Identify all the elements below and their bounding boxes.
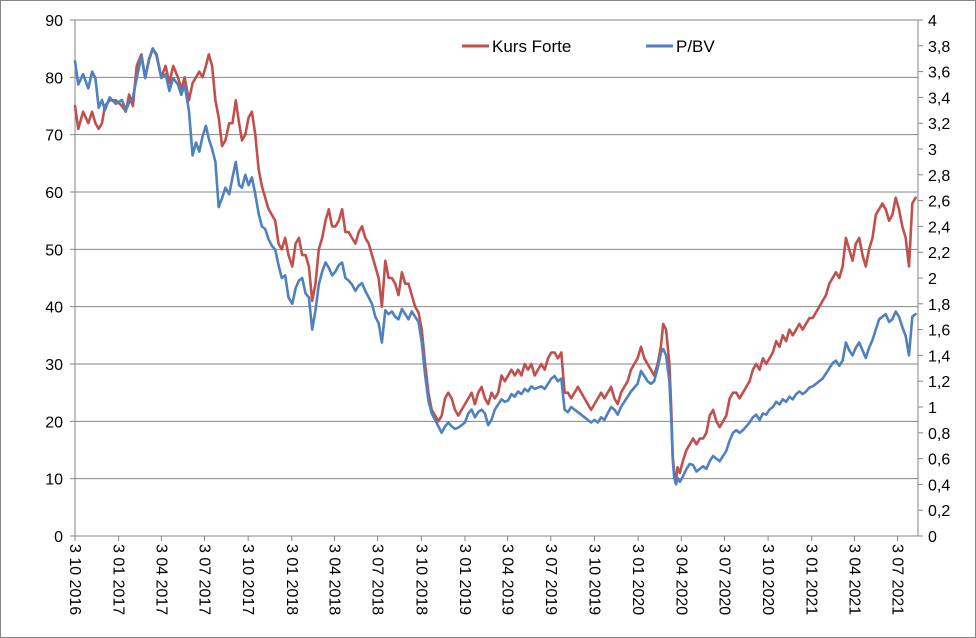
y-right-tick-label: 3 — [928, 142, 937, 159]
y-left-tick-label: 50 — [45, 242, 63, 259]
legend-label-0: Kurs Forte — [492, 37, 571, 56]
x-tick-label: 3 10 2017 — [239, 544, 256, 615]
x-tick-label: 3 01 2017 — [110, 544, 127, 615]
y-left-tick-label: 70 — [45, 128, 63, 145]
series-line-1 — [73, 47, 917, 486]
y-right-tick-label: 3,8 — [928, 39, 950, 56]
x-tick-label: 3 01 2020 — [629, 544, 646, 615]
x-tick-label: 3 10 2016 — [66, 544, 83, 615]
y-right-tick-label: 1,4 — [928, 348, 950, 365]
x-tick-label: 3 04 2017 — [152, 544, 169, 615]
x-tick-label: 3 01 2019 — [456, 544, 473, 615]
y-right-tick-label: 1 — [928, 400, 937, 417]
y-left-tick-label: 90 — [45, 13, 63, 30]
y-right-tick-label: 0 — [928, 529, 937, 546]
x-tick-label: 3 01 2021 — [803, 544, 820, 615]
x-tick-label: 3 01 2018 — [283, 544, 300, 615]
x-tick-label: 3 04 2020 — [672, 544, 689, 615]
x-tick-label: 3 04 2019 — [499, 544, 516, 615]
y-left-tick-label: 20 — [45, 414, 63, 431]
y-right-tick-label: 2 — [928, 271, 937, 288]
y-right-tick-label: 1,8 — [928, 297, 950, 314]
x-tick-label: 3 07 2020 — [715, 544, 732, 615]
x-tick-label: 3 07 2021 — [889, 544, 906, 615]
x-tick-label: 3 04 2018 — [325, 544, 342, 615]
x-tick-label: 3 07 2019 — [542, 544, 559, 615]
y-right-tick-label: 2,4 — [928, 219, 950, 236]
y-left-tick-label: 40 — [45, 300, 63, 317]
y-right-tick-label: 0,6 — [928, 452, 950, 469]
x-tick-label: 3 07 2017 — [196, 544, 213, 615]
y-right-tick-label: 2,8 — [928, 168, 950, 185]
x-tick-label: 3 10 2018 — [412, 544, 429, 615]
y-right-tick-label: 0,2 — [928, 503, 950, 520]
y-left-tick-label: 60 — [45, 185, 63, 202]
y-right-tick-label: 0,4 — [928, 477, 950, 494]
y-left-tick-label: 0 — [54, 529, 63, 546]
x-tick-label: 3 07 2018 — [369, 544, 386, 615]
y-right-tick-label: 2,2 — [928, 245, 950, 262]
y-left-tick-label: 10 — [45, 472, 63, 489]
y-right-tick-label: 3,4 — [928, 90, 950, 107]
y-right-tick-label: 1,2 — [928, 374, 950, 391]
x-tick-label: 3 10 2020 — [759, 544, 776, 615]
legend-label-1: P/BV — [676, 37, 715, 56]
y-right-tick-label: 0,8 — [928, 426, 950, 443]
y-right-tick-label: 3,2 — [928, 116, 950, 133]
y-right-tick-label: 1,6 — [928, 323, 950, 340]
y-right-tick-label: 3,6 — [928, 65, 950, 82]
y-left-tick-label: 30 — [45, 357, 63, 374]
x-tick-label: 3 04 2021 — [845, 544, 862, 615]
series-line-0 — [73, 47, 917, 481]
x-tick-label: 3 10 2019 — [585, 544, 602, 615]
y-right-tick-label: 2,6 — [928, 194, 950, 211]
y-left-tick-label: 80 — [45, 70, 63, 87]
y-right-tick-label: 4 — [928, 13, 937, 30]
